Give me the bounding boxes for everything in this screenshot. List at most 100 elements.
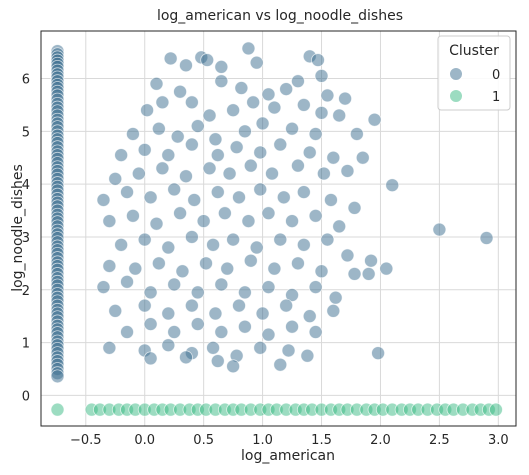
data-point (314, 105, 329, 120)
data-point (238, 124, 252, 139)
data-point (126, 127, 140, 141)
data-point (206, 340, 220, 355)
data-point (155, 161, 170, 176)
series-0 (50, 41, 494, 384)
legend-label-1: 1 (492, 90, 500, 105)
data-point (120, 325, 134, 339)
x-tick-label: 1.0 (252, 433, 273, 448)
data-point (385, 178, 400, 193)
data-point (163, 51, 178, 66)
data-point (175, 264, 190, 279)
data-point (108, 171, 123, 186)
data-point (184, 137, 199, 152)
x-axis-label: log_american (241, 448, 335, 464)
x-tick-label: 2.5 (429, 433, 450, 448)
data-point (273, 232, 288, 247)
data-point (210, 185, 225, 199)
data-point (489, 402, 503, 417)
data-point (267, 261, 282, 276)
legend-marker-1 (449, 89, 463, 103)
data-point (253, 340, 268, 355)
data-point (253, 145, 268, 160)
data-point (300, 348, 315, 363)
data-point (367, 112, 382, 127)
data-point (210, 354, 225, 368)
data-point (226, 359, 241, 374)
plot-frame (40, 30, 517, 427)
data-point (131, 166, 146, 181)
y-tick-label: 5 (22, 125, 30, 140)
legend-marker-0 (449, 67, 463, 81)
data-point (126, 208, 140, 223)
data-point (214, 60, 229, 74)
data-point (190, 317, 205, 331)
grid (41, 31, 516, 426)
x-tick-label: 2.0 (370, 433, 391, 448)
data-point (167, 182, 182, 197)
y-tick-label: 6 (22, 73, 30, 88)
data-point (137, 298, 152, 313)
data-point (167, 325, 182, 339)
data-point (320, 88, 335, 103)
data-point (161, 148, 176, 162)
data-point (161, 338, 176, 353)
data-point (326, 303, 341, 318)
data-point (210, 148, 225, 162)
data-point (347, 201, 362, 215)
data-point (267, 100, 282, 115)
data-point (302, 145, 317, 160)
y-axis-label: log_noodle_dishes (10, 164, 26, 292)
data-point (285, 214, 299, 229)
data-point (291, 74, 305, 89)
data-point (261, 327, 276, 342)
data-point (167, 277, 182, 292)
data-point (120, 185, 134, 199)
data-point (249, 55, 264, 70)
data-point (143, 190, 158, 205)
data-point (170, 129, 185, 144)
data-point (279, 298, 294, 313)
x-tick-label: 1.5 (311, 433, 332, 448)
data-point (273, 357, 288, 372)
data-point (324, 193, 338, 207)
data-point (108, 303, 123, 318)
data-point (187, 193, 202, 207)
data-point (276, 190, 291, 205)
data-point (179, 169, 193, 184)
data-point (202, 161, 217, 176)
data-point (137, 142, 152, 157)
data-point (253, 182, 268, 197)
data-point (226, 103, 241, 118)
data-point (184, 230, 199, 244)
data-point (328, 290, 343, 305)
data-point (143, 285, 158, 300)
data-point (50, 369, 65, 384)
data-point (364, 253, 378, 268)
data-point (96, 280, 111, 295)
data-point (308, 325, 323, 339)
data-point (208, 306, 223, 321)
data-point (190, 285, 205, 300)
data-point (190, 119, 205, 133)
data-point (361, 267, 376, 281)
y-ticks: 0 1 2 3 4 5 6 (22, 73, 30, 405)
data-point (196, 214, 211, 229)
legend-title: Cluster (449, 43, 499, 59)
points (50, 41, 503, 417)
data-point (308, 127, 323, 141)
y-tick-label: 2 (22, 284, 30, 299)
x-tick-label: 0.0 (134, 433, 155, 448)
data-point (338, 91, 352, 106)
data-point (371, 346, 385, 361)
legend-label-0: 0 (492, 68, 500, 83)
data-point (143, 317, 158, 331)
data-point (140, 103, 154, 118)
data-point (302, 309, 317, 324)
data-point (173, 84, 187, 99)
data-point (281, 343, 296, 358)
data-point (208, 132, 223, 147)
data-point (184, 95, 199, 110)
data-point (149, 76, 164, 91)
data-point (214, 74, 229, 89)
data-point (255, 306, 270, 321)
